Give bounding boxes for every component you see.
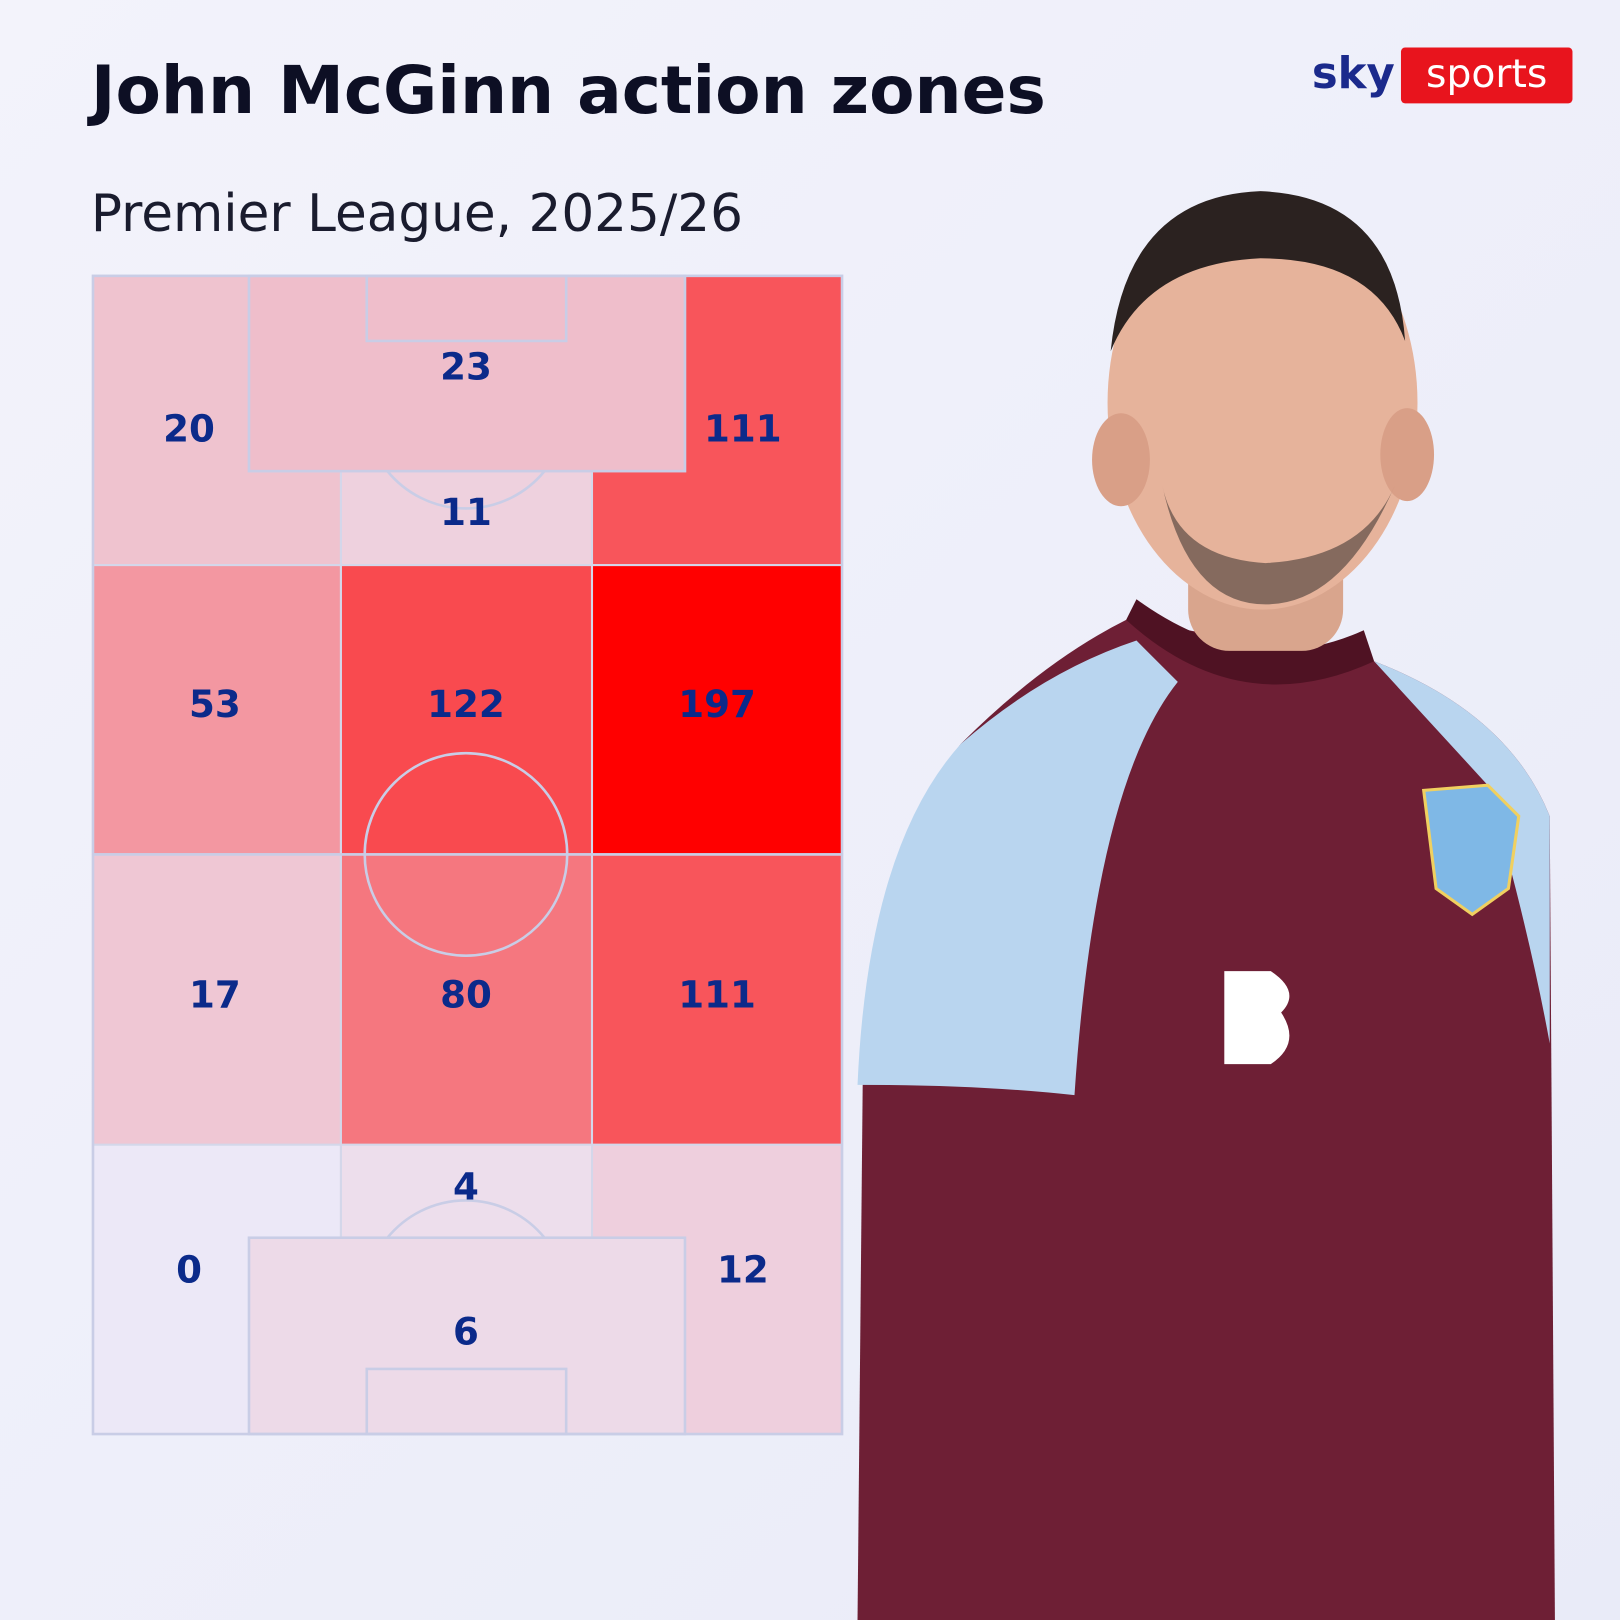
logo: sky sports [1312,47,1573,104]
title: John McGinn action zones [87,52,1046,129]
logo-box [1400,47,1573,104]
subtitle: Premier League, 2025/26 [91,184,743,244]
pitch-line [365,274,568,343]
zone-label: 6 [453,1309,479,1353]
zone-label: 12 [717,1247,769,1291]
zone-label: 20 [163,406,215,450]
zone-label: 17 [189,973,241,1017]
player-photo [857,191,1555,1620]
zone-label: 111 [678,973,756,1017]
zone-label: 0 [176,1247,202,1291]
zone-label: 53 [189,682,241,726]
logo-sky: sky [1312,49,1395,99]
zone-label: 11 [440,490,492,534]
zone-label: 111 [704,406,782,450]
logo-sports: sports [1426,52,1547,97]
zone-label: 122 [427,682,505,726]
zone-label: 23 [440,344,492,388]
zone-label: 4 [453,1165,479,1209]
pitch-line [363,751,569,957]
zone-label: 197 [678,682,756,726]
pitch-line [365,1367,568,1436]
zone-label: 80 [440,973,492,1017]
pitch-line [386,1199,546,1239]
pitch-line [386,470,546,510]
